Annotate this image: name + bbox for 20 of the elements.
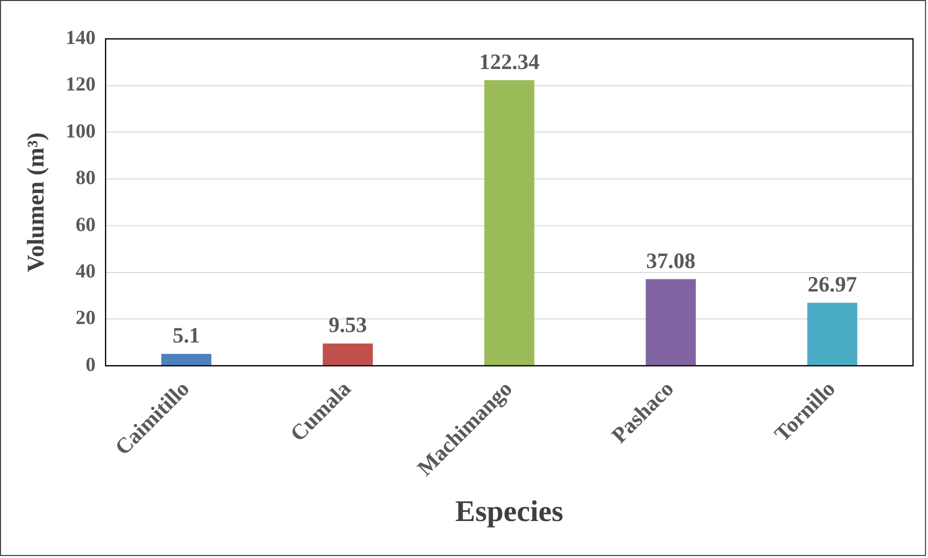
y-tick-label: 120 xyxy=(66,74,96,96)
x-axis-title: Especies xyxy=(455,494,564,528)
y-tick-label: 80 xyxy=(76,167,96,190)
bar xyxy=(322,343,373,366)
y-tick-label: 20 xyxy=(76,307,96,330)
bar xyxy=(484,80,534,366)
y-axis-title: Volumen (m³) xyxy=(23,132,50,272)
y-tick-label: 140 xyxy=(66,27,96,50)
data-label: 122.34 xyxy=(479,48,540,74)
data-label: 9.53 xyxy=(328,312,368,338)
data-label: 26.97 xyxy=(808,272,857,296)
y-tick-label: 100 xyxy=(66,120,96,142)
y-tick-label: 40 xyxy=(76,260,96,282)
bar xyxy=(807,302,858,366)
y-tick-label: 60 xyxy=(76,214,96,236)
bar xyxy=(161,354,212,366)
bar xyxy=(646,279,696,366)
y-tick-label: 0 xyxy=(86,354,96,376)
data-label: 5.1 xyxy=(172,322,200,348)
data-label: 37.08 xyxy=(646,248,696,273)
